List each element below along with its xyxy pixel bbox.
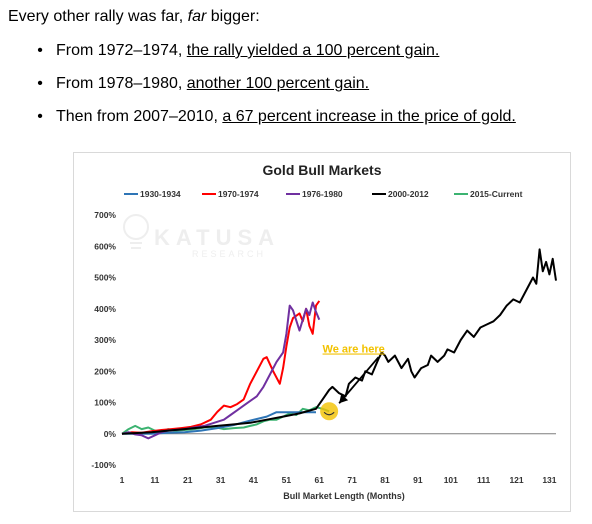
arrow-head-icon — [339, 394, 349, 404]
series-line-2015-Current — [121, 406, 330, 435]
x-axis-label: Bull Market Length (Months) — [283, 491, 405, 501]
bullet-link[interactable]: another 100 percent gain. — [186, 75, 370, 92]
legend-entry: 2015-Current — [470, 189, 523, 199]
katusa-watermark: KATUSA RESEARCH — [123, 214, 280, 259]
bullet-list: • From 1972–1974, the rally yielded a 10… — [32, 40, 516, 139]
bullet-prefix: Then from 2007–2010, — [56, 108, 223, 125]
y-tick-label: 0% — [104, 429, 117, 439]
x-tick-label: 101 — [444, 475, 458, 485]
chart-axes: -100%0%100%200%300%400%500%600%700%1 11 21… — [91, 210, 556, 485]
x-tick-label: 121 — [509, 475, 523, 485]
legend-entry: 2000-2012 — [388, 189, 429, 199]
chart-legend: 1930-1934 1970-1974 1976-1980 2000-2012 2015… — [124, 189, 523, 199]
series-line-1976-1980 — [121, 301, 321, 440]
y-tick-label: -100% — [91, 460, 116, 470]
x-tick-label: 41 — [249, 475, 259, 485]
y-tick-label: 100% — [94, 398, 116, 408]
y-tick-label: 700% — [94, 210, 116, 220]
chart-frame: KATUSA RESEARCH Gold Bull Markets 1930-1… — [73, 152, 571, 512]
smiley-mouth-icon — [323, 411, 335, 416]
annotation-arrow — [338, 356, 380, 404]
intro-text-after: bigger: — [206, 8, 260, 25]
bullet-prefix: From 1972–1974, — [56, 42, 187, 59]
intro-sentence: Every other rally was far, far bigger: — [8, 6, 260, 28]
x-tick-label: 51 — [282, 475, 292, 485]
bullet-link[interactable]: the rally yielded a 100 percent gain. — [186, 42, 440, 59]
series-line-1930-1934 — [122, 411, 316, 435]
y-tick-label: 300% — [94, 335, 116, 345]
y-tick-label: 600% — [94, 241, 116, 251]
gold-bull-markets-chart: KATUSA RESEARCH Gold Bull Markets 1930-1… — [91, 162, 557, 501]
x-tick-label: 91 — [413, 475, 423, 485]
bullet-item: • From 1978–1980, another 100 percent ga… — [32, 73, 516, 106]
x-tick-label: 61 — [315, 475, 325, 485]
annotation-label: We are here — [323, 344, 385, 356]
legend-entry: 1970-1974 — [218, 189, 259, 199]
lightbulb-icon — [123, 214, 149, 249]
legend-entry: 1976-1980 — [302, 189, 343, 199]
y-tick-label: 500% — [94, 273, 116, 283]
x-tick-label: 111 — [477, 475, 491, 485]
bullet-item: • Then from 2007–2010, a 67 percent incr… — [32, 106, 516, 139]
chart-title: Gold Bull Markets — [262, 162, 381, 178]
bullet-dot-icon: • — [37, 75, 43, 92]
bullet-dot-icon: • — [37, 42, 43, 59]
x-tick-label: 11 — [150, 475, 159, 485]
x-tick-label: 1 — [120, 475, 125, 485]
x-tick-label: 71 — [347, 475, 357, 485]
series-line-2000-2012 — [121, 248, 557, 435]
intro-text-before: Every other rally was far, — [8, 8, 188, 25]
bullet-prefix: From 1978–1980, — [56, 75, 187, 92]
smiley-face-icon — [320, 402, 339, 421]
chart-series — [121, 248, 557, 440]
bullet-link[interactable]: a 67 percent increase in the price of go… — [222, 108, 516, 125]
bullet-dot-icon: • — [37, 108, 43, 125]
y-tick-label: 200% — [94, 366, 116, 376]
x-tick-label: 21 — [183, 475, 193, 485]
watermark-brand: KATUSA — [154, 225, 280, 250]
x-tick-label: 31 — [216, 475, 226, 485]
chart-annotation: We are here — [320, 344, 385, 421]
y-tick-label: 400% — [94, 304, 116, 314]
intro-emphasis: far — [187, 8, 207, 25]
x-tick-label: 81 — [380, 475, 390, 485]
x-tick-label: 131 — [542, 475, 556, 485]
bullet-item: • From 1972–1974, the rally yielded a 10… — [32, 40, 516, 73]
legend-entry: 1930-1934 — [140, 189, 181, 199]
watermark-sub: RESEARCH — [192, 249, 266, 259]
